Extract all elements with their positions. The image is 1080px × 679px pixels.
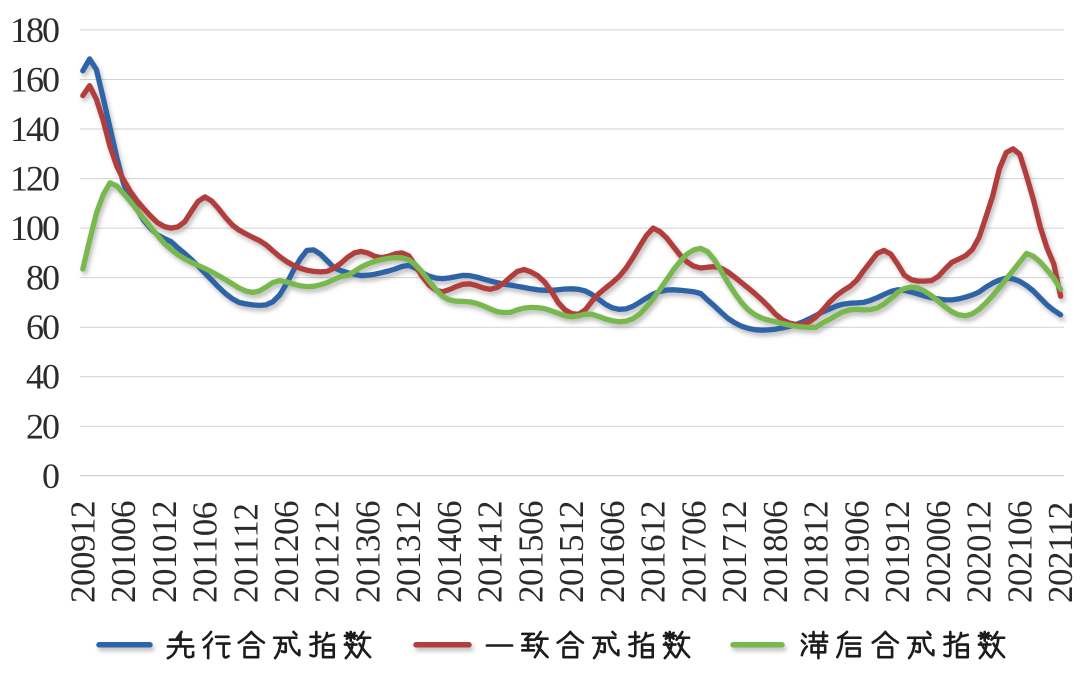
svg-text:201606: 201606 (593, 501, 632, 603)
svg-text:200912: 200912 (63, 501, 102, 603)
svg-text:201312: 201312 (389, 501, 428, 603)
svg-text:201412: 201412 (471, 501, 510, 603)
svg-text:201012: 201012 (145, 501, 184, 603)
svg-text:201906: 201906 (837, 501, 876, 603)
svg-text:202006: 202006 (919, 501, 958, 603)
svg-text:201506: 201506 (511, 501, 550, 603)
svg-text:201812: 201812 (797, 501, 836, 603)
svg-text:201806: 201806 (756, 501, 795, 603)
svg-text:201112: 201112 (226, 504, 265, 603)
svg-text:201706: 201706 (674, 501, 713, 603)
svg-text:60: 60 (26, 307, 59, 347)
svg-text:201912: 201912 (878, 501, 917, 603)
svg-text:180: 180 (10, 10, 59, 50)
svg-text:201712: 201712 (715, 501, 754, 603)
svg-text:100: 100 (10, 208, 59, 248)
svg-text:201512: 201512 (552, 501, 591, 603)
svg-text:201612: 201612 (634, 501, 673, 603)
svg-text:201206: 201206 (267, 501, 306, 603)
svg-text:80: 80 (26, 258, 59, 298)
svg-text:201106: 201106 (186, 502, 225, 603)
svg-text:201212: 201212 (308, 501, 347, 603)
svg-text:202112: 202112 (1041, 502, 1080, 603)
svg-text:201306: 201306 (349, 501, 388, 603)
svg-text:40: 40 (26, 357, 59, 397)
svg-text:20: 20 (26, 406, 59, 446)
svg-text:202012: 202012 (960, 501, 999, 603)
svg-text:160: 160 (10, 60, 59, 100)
svg-text:120: 120 (10, 159, 59, 199)
svg-text:0: 0 (42, 456, 59, 496)
svg-text:201406: 201406 (430, 501, 469, 603)
svg-text:201006: 201006 (104, 501, 143, 603)
svg-text:140: 140 (10, 109, 59, 149)
svg-text:202106: 202106 (1000, 501, 1039, 603)
